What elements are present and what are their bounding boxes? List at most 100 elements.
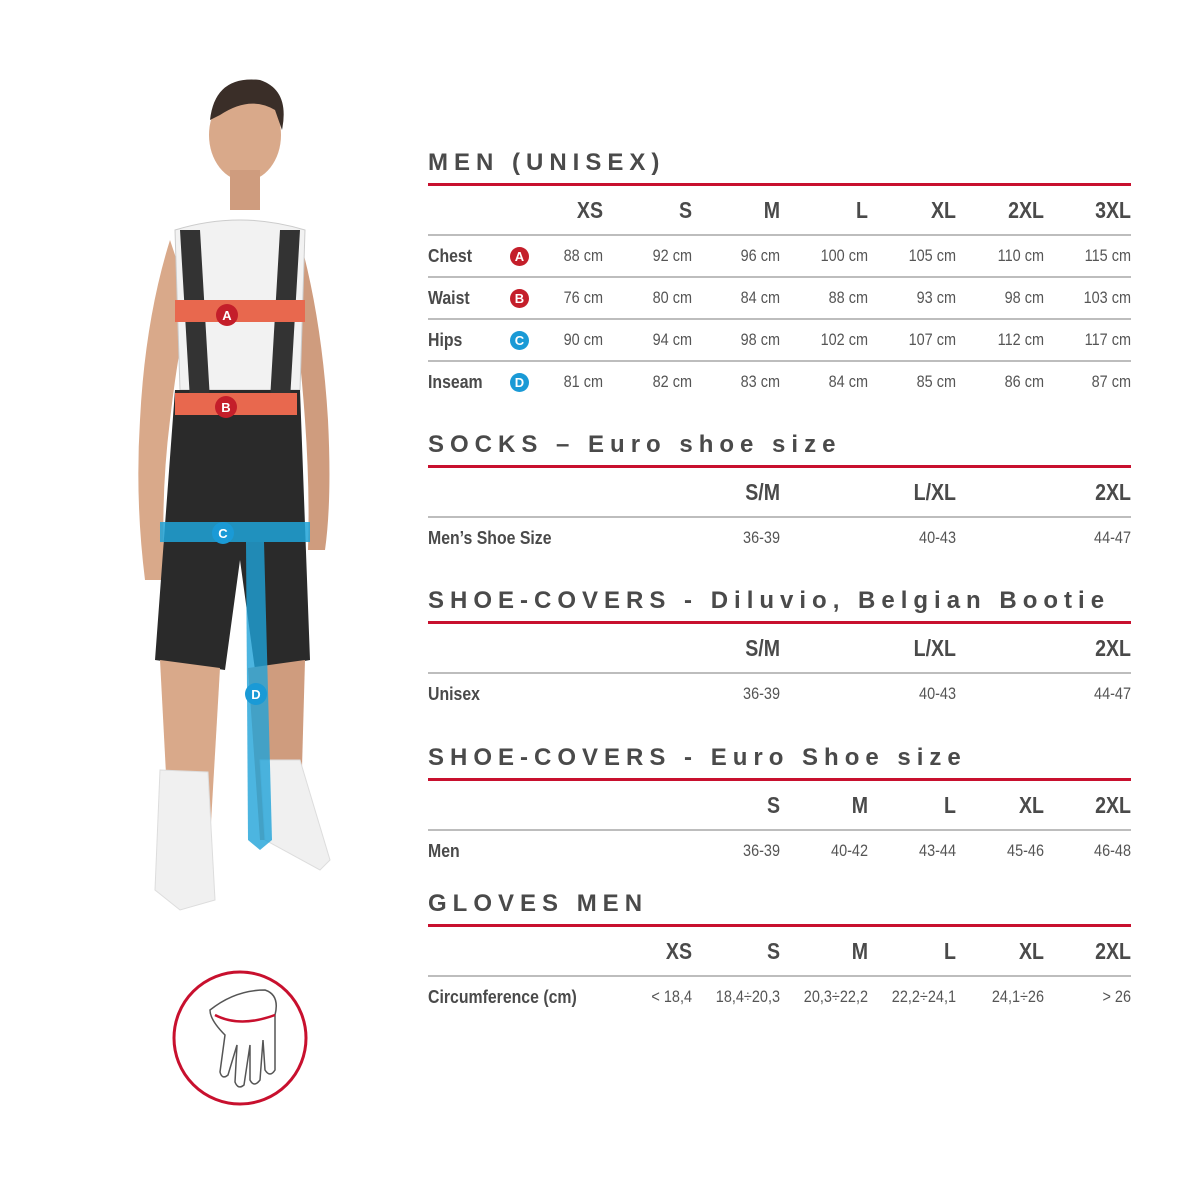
size-value: 81 cm bbox=[563, 372, 603, 391]
size-value: < 18,4 bbox=[651, 987, 692, 1006]
size-value: 86 cm bbox=[1004, 372, 1044, 391]
size-value: 18,4÷20,3 bbox=[715, 987, 780, 1006]
size-header: 2XL bbox=[1095, 938, 1131, 964]
section-title: SHOE-COVERS - Euro Shoe size bbox=[428, 744, 967, 771]
size-value: 112 cm bbox=[997, 330, 1044, 349]
size-value: 44-47 bbox=[1094, 684, 1131, 703]
title-divider bbox=[428, 778, 1131, 781]
size-header: XL bbox=[931, 197, 956, 223]
size-value: 105 cm bbox=[908, 246, 956, 265]
chest-band bbox=[175, 300, 305, 322]
size-value: 96 cm bbox=[740, 246, 780, 265]
measure-badge-c: C bbox=[510, 331, 529, 350]
size-header: M bbox=[851, 792, 868, 818]
size-header: 2XL bbox=[1095, 792, 1131, 818]
size-value: 103 cm bbox=[1083, 288, 1131, 307]
size-header: XS bbox=[576, 197, 603, 223]
section-title: SHOE-COVERS - Diluvio, Belgian Bootie bbox=[428, 587, 1111, 614]
section-title: MEN (UNISEX) bbox=[428, 149, 666, 176]
size-value: 107 cm bbox=[908, 330, 956, 349]
size-value: 85 cm bbox=[916, 372, 956, 391]
hips-band bbox=[160, 522, 310, 542]
model-left-arm bbox=[138, 240, 190, 580]
size-value: 36-39 bbox=[743, 841, 780, 860]
row-label: Hips bbox=[428, 330, 463, 350]
marker-d: D bbox=[245, 683, 267, 705]
size-value: 83 cm bbox=[740, 372, 780, 391]
size-value: 110 cm bbox=[997, 246, 1044, 265]
size-value: 117 cm bbox=[1084, 330, 1131, 349]
row-divider bbox=[428, 672, 1131, 674]
row-divider bbox=[428, 975, 1131, 977]
row-divider bbox=[428, 516, 1131, 518]
size-header: L bbox=[944, 792, 956, 818]
size-header: 2XL bbox=[1095, 635, 1131, 661]
size-value: 20,3÷22,2 bbox=[803, 987, 868, 1006]
size-value: 40-43 bbox=[919, 528, 956, 547]
svg-text:D: D bbox=[251, 687, 260, 702]
row-label: Circumference (cm) bbox=[428, 987, 577, 1007]
size-header: 2XL bbox=[1095, 479, 1131, 505]
model-head bbox=[209, 89, 281, 181]
marker-b: B bbox=[215, 396, 237, 418]
size-value: 45-46 bbox=[1007, 841, 1044, 860]
size-value: 24,1÷26 bbox=[991, 987, 1044, 1006]
size-value: > 26 bbox=[1102, 987, 1131, 1006]
size-value: 84 cm bbox=[740, 288, 780, 307]
model-hair bbox=[210, 79, 284, 130]
size-header: M bbox=[851, 938, 868, 964]
hand-circumference-icon bbox=[172, 970, 308, 1106]
row-divider bbox=[428, 360, 1131, 362]
size-header: L/XL bbox=[913, 635, 956, 661]
section-title: GLOVES MEN bbox=[428, 890, 649, 917]
row-label: Waist bbox=[428, 288, 470, 308]
size-value: 40-42 bbox=[831, 841, 868, 860]
svg-text:A: A bbox=[222, 308, 232, 323]
row-divider bbox=[428, 276, 1131, 278]
size-header: 3XL bbox=[1095, 197, 1131, 223]
title-divider bbox=[428, 465, 1131, 468]
title-divider bbox=[428, 924, 1131, 927]
size-value: 84 cm bbox=[828, 372, 868, 391]
size-value: 43-44 bbox=[919, 841, 956, 860]
size-value: 88 cm bbox=[563, 246, 603, 265]
section-title: SOCKS – Euro shoe size bbox=[428, 431, 842, 458]
size-value: 22,2÷24,1 bbox=[891, 987, 956, 1006]
size-value: 40-43 bbox=[919, 684, 956, 703]
row-label: Men bbox=[428, 841, 460, 861]
size-header: 2XL bbox=[1008, 197, 1044, 223]
measure-badge-b: B bbox=[510, 289, 529, 308]
size-value: 102 cm bbox=[820, 330, 868, 349]
model-figure: A B C D bbox=[138, 79, 331, 1106]
size-value: 82 cm bbox=[652, 372, 692, 391]
measure-badge-a: A bbox=[510, 247, 529, 266]
row-divider bbox=[428, 318, 1131, 320]
size-value: 87 cm bbox=[1091, 372, 1131, 391]
size-header: L bbox=[944, 938, 956, 964]
size-value: 98 cm bbox=[1004, 288, 1044, 307]
row-label: Inseam bbox=[428, 372, 483, 392]
row-divider bbox=[428, 829, 1131, 831]
size-value: 46-48 bbox=[1094, 841, 1131, 860]
size-header: S bbox=[766, 792, 780, 818]
size-value: 93 cm bbox=[916, 288, 956, 307]
size-value: 94 cm bbox=[652, 330, 692, 349]
title-divider bbox=[428, 183, 1131, 186]
row-label: Unisex bbox=[428, 684, 480, 704]
size-value: 92 cm bbox=[652, 246, 692, 265]
size-header: S bbox=[678, 197, 692, 223]
size-value: 36-39 bbox=[743, 528, 780, 547]
svg-text:C: C bbox=[218, 526, 228, 541]
size-value: 44-47 bbox=[1094, 528, 1131, 547]
size-value: 88 cm bbox=[828, 288, 868, 307]
size-value: 115 cm bbox=[1084, 246, 1131, 265]
model-left-sock bbox=[154, 769, 216, 911]
row-divider bbox=[428, 234, 1131, 236]
size-value: 98 cm bbox=[740, 330, 780, 349]
size-header: S/M bbox=[745, 635, 780, 661]
size-value: 36-39 bbox=[743, 684, 780, 703]
size-header: M bbox=[763, 197, 780, 223]
size-value: 76 cm bbox=[563, 288, 603, 307]
size-header: L bbox=[856, 197, 868, 223]
size-header: XS bbox=[665, 938, 692, 964]
